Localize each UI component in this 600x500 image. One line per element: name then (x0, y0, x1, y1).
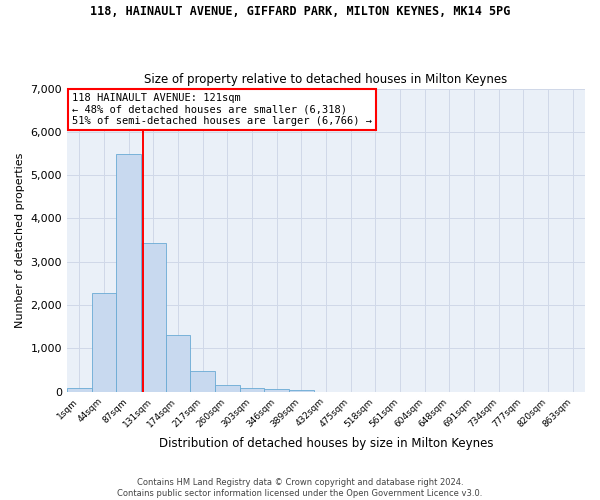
Bar (166, 335, 190, 392)
Bar (141, 242, 166, 392)
Text: Contains HM Land Registry data © Crown copyright and database right 2024.
Contai: Contains HM Land Registry data © Crown c… (118, 478, 482, 498)
Bar (265, 390, 289, 392)
Bar (239, 388, 265, 392)
Bar (116, 154, 141, 392)
Bar (67, 388, 92, 392)
Bar (289, 390, 314, 392)
Text: 118 HAINAULT AVENUE: 121sqm
← 48% of detached houses are smaller (6,318)
51% of : 118 HAINAULT AVENUE: 121sqm ← 48% of det… (72, 93, 372, 126)
Y-axis label: Number of detached properties: Number of detached properties (15, 152, 25, 328)
Bar (92, 293, 116, 392)
Title: Size of property relative to detached houses in Milton Keynes: Size of property relative to detached ho… (145, 73, 508, 86)
Bar (215, 385, 239, 392)
Text: 118, HAINAULT AVENUE, GIFFARD PARK, MILTON KEYNES, MK14 5PG: 118, HAINAULT AVENUE, GIFFARD PARK, MILT… (90, 5, 510, 18)
X-axis label: Distribution of detached houses by size in Milton Keynes: Distribution of detached houses by size … (159, 437, 493, 450)
Bar (190, 372, 215, 392)
